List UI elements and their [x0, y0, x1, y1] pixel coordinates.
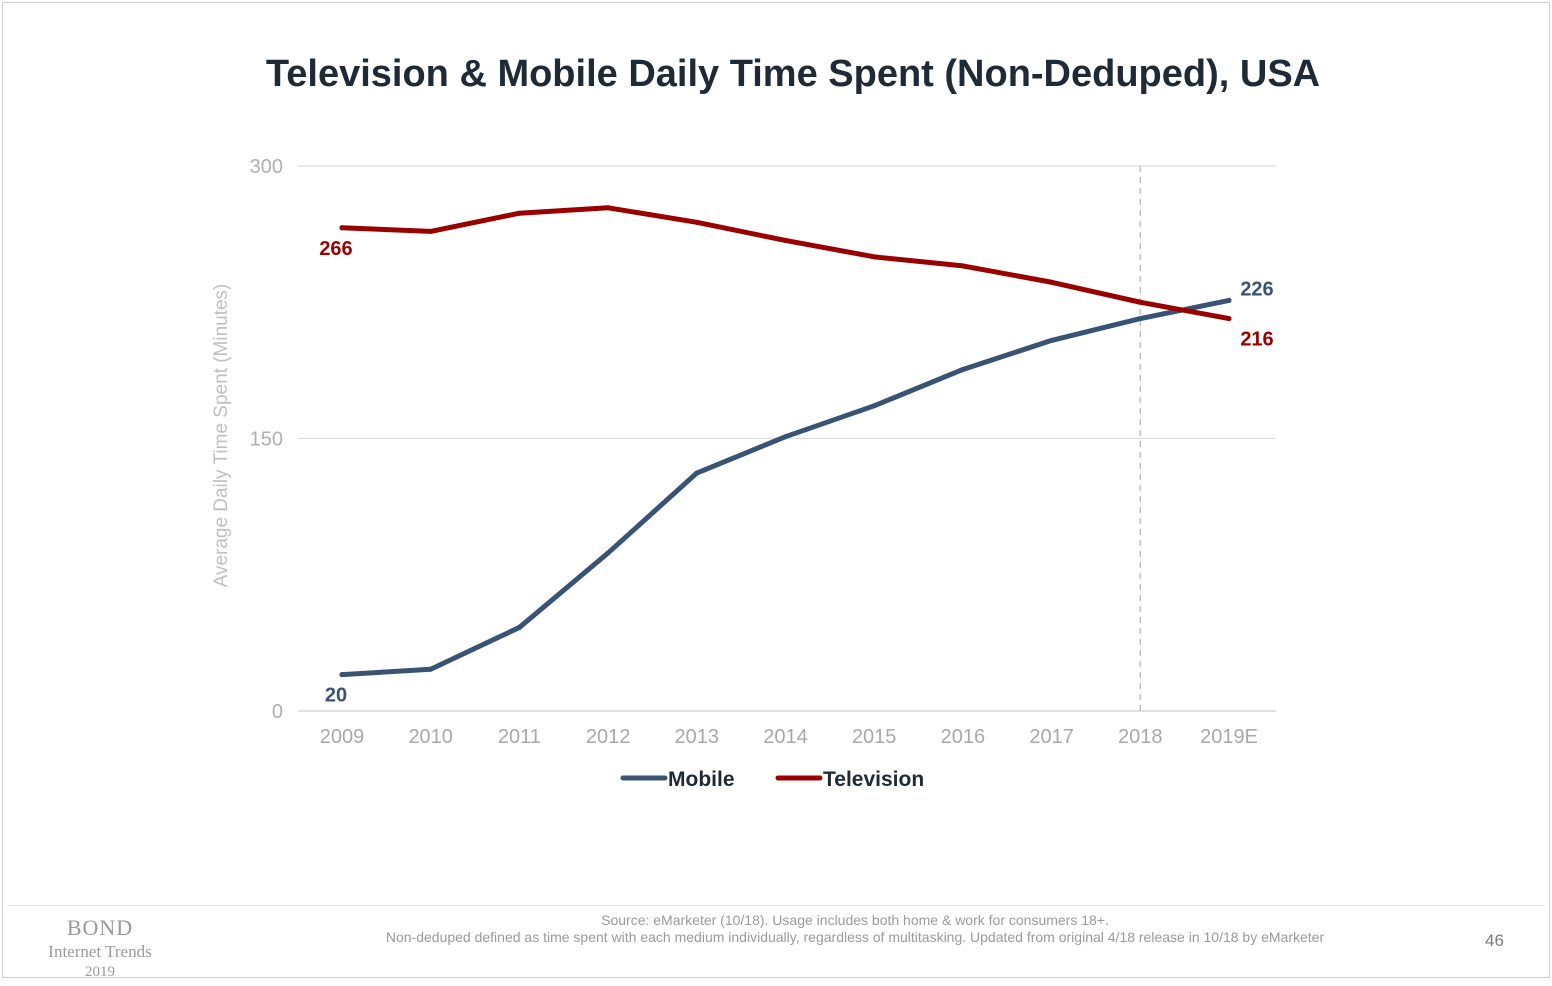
- series-line-mobile: [339, 297, 1232, 678]
- data-point-mobile: [960, 366, 966, 372]
- bond-logo-title: BOND: [66, 915, 134, 940]
- data-point-television: [1226, 316, 1232, 322]
- x-tick-label: 2013: [675, 726, 720, 748]
- x-tick-label: 2014: [763, 726, 808, 748]
- data-point-television: [783, 237, 788, 243]
- data-point-television: [960, 263, 966, 269]
- bond-logo-subtitle: Internet Trends: [48, 942, 152, 961]
- data-label-mobile: 20: [325, 685, 347, 707]
- legend-label-television: Television: [823, 768, 924, 791]
- page-number: 46: [1485, 931, 1504, 950]
- data-point-mobile: [605, 550, 611, 556]
- x-tick-label: 2012: [586, 726, 631, 748]
- data-point-mobile: [428, 666, 434, 672]
- y-tick-label: 150: [250, 429, 283, 451]
- data-point-television: [1049, 279, 1055, 285]
- data-point-mobile: [1137, 316, 1143, 322]
- chart-title: Television & Mobile Daily Time Spent (No…: [265, 53, 1321, 95]
- data-point-television: [694, 219, 700, 225]
- y-axis-title: Average Daily Time Spent (Minutes): [211, 284, 232, 588]
- data-point-television: [428, 228, 434, 234]
- x-tick-label: 2016: [941, 726, 986, 748]
- data-label-television: 266: [319, 238, 352, 260]
- x-tick-label: 2011: [498, 726, 541, 748]
- footer-divider: [7, 905, 1545, 906]
- data-point-television: [605, 205, 611, 211]
- y-tick-label: 300: [250, 156, 283, 178]
- data-point-mobile: [694, 470, 700, 476]
- data-label-mobile: 226: [1240, 278, 1273, 300]
- data-point-mobile: [339, 672, 345, 678]
- bond-logo-year: 2019: [85, 964, 115, 980]
- data-point-mobile: [516, 624, 522, 630]
- data-point-mobile: [1049, 337, 1055, 343]
- x-tick-label: 2009: [320, 726, 365, 748]
- x-tick-label: 2019E: [1200, 726, 1258, 748]
- source-note-line-2: Non-deduped defined as time spent with e…: [385, 929, 1325, 945]
- y-tick-label: 0: [272, 701, 283, 723]
- bond-logo: BOND Internet Trends 2019: [39, 915, 161, 982]
- series-line-television: [339, 205, 1232, 322]
- data-point-mobile: [1226, 297, 1232, 303]
- x-tick-label: 2010: [408, 726, 453, 748]
- legend-label-mobile: Mobile: [668, 768, 735, 791]
- x-tick-label: 2017: [1029, 726, 1074, 748]
- data-label-television: 216: [1240, 329, 1273, 351]
- x-tick-label: 2015: [852, 726, 897, 748]
- data-point-television: [516, 210, 522, 216]
- data-point-television: [871, 254, 877, 260]
- line-chart: 0 150 300 2009 2010 2011 2012 2013 2014 2015 2016 2…: [211, 156, 1276, 791]
- x-tick-label: 2018: [1118, 726, 1163, 748]
- data-point-television: [339, 225, 345, 231]
- data-point-television: [1137, 299, 1143, 305]
- data-point-mobile: [783, 434, 788, 440]
- data-point-mobile: [871, 403, 877, 409]
- source-note-line-1: Source: eMarketer (10/18). Usage include…: [601, 912, 1109, 928]
